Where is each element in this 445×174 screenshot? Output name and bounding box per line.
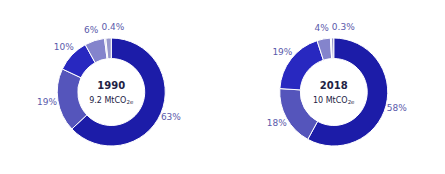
data-labels: 63% 19% 10% 6%0.4% (37, 22, 181, 122)
title: 1990 (97, 80, 125, 91)
data-label: 10% (54, 42, 74, 52)
data-label: 58% (387, 103, 407, 113)
data-label: 18% (267, 118, 287, 128)
annotation: 9.2 MtCO2e (89, 96, 134, 105)
slice (280, 89, 318, 140)
center-text: 2018 10 MtCO2e (313, 80, 355, 105)
data-label: 4% (314, 23, 329, 33)
data-label: 6% (84, 25, 99, 35)
donut (57, 38, 165, 146)
slice (85, 38, 107, 62)
annotation: 9.2 MtCO (89, 96, 126, 105)
annotation: 10 MtCO2e (313, 96, 355, 105)
slice (331, 38, 333, 59)
annotation-subscript: 2e (126, 99, 133, 105)
slice (57, 69, 87, 129)
slice (106, 38, 111, 59)
annotation: 10 MtCO (313, 96, 348, 105)
data-labels: 58% 18% 19% 4%0.3% (267, 22, 407, 128)
data-label: 19% (272, 47, 292, 57)
title: 2018 (320, 80, 348, 91)
donut (280, 38, 388, 146)
data-label: 63% (161, 112, 181, 122)
center-text: 1990 9.2 MtCO2e (89, 80, 134, 105)
data-label: 0.3% (332, 22, 355, 32)
data-label: 0.4% (101, 22, 124, 32)
slice (317, 38, 332, 60)
chart-root: 63%19%10%6%0.4%19909.2 MtCO2e58%18%19%4%… (0, 0, 445, 174)
data-label: 19% (37, 97, 57, 107)
annotation-subscript: 2e (348, 99, 355, 105)
